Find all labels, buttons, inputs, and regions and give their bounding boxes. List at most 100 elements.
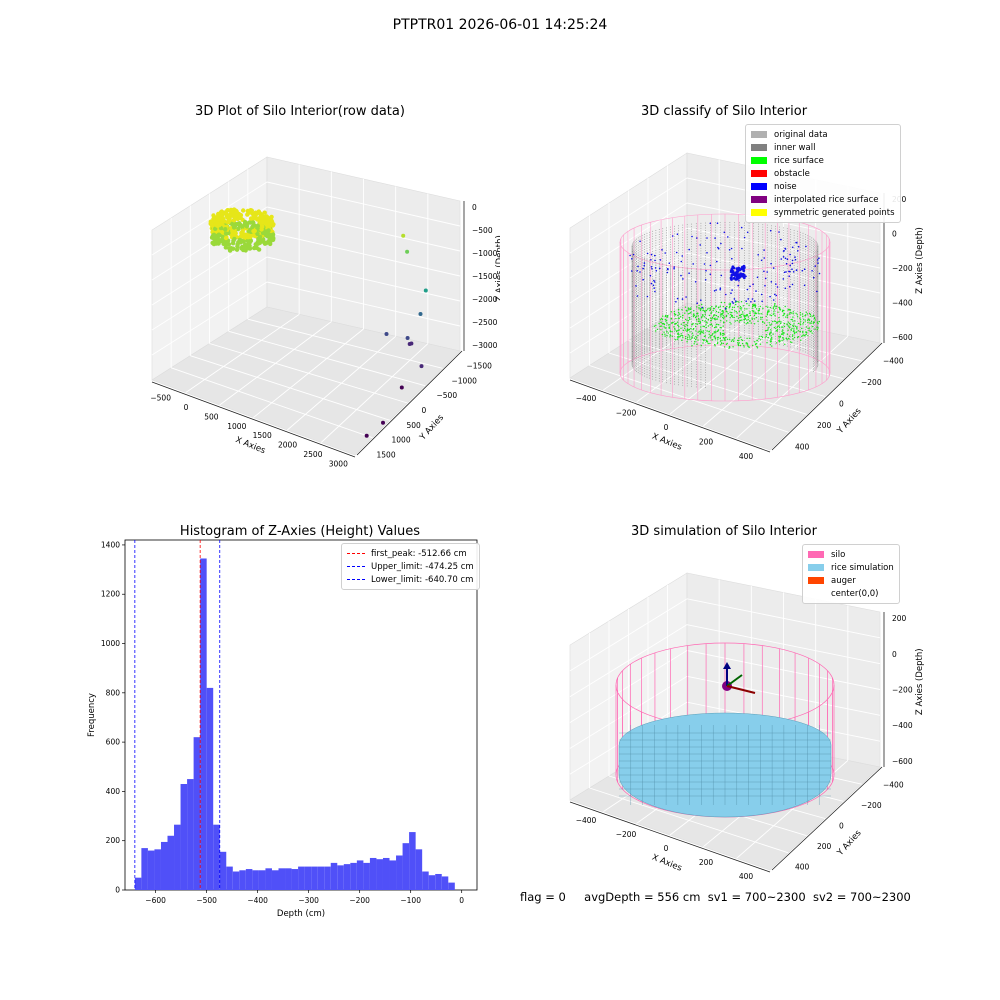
rice-point [702, 330, 705, 332]
noise-point [667, 267, 669, 270]
x-tick-label: 2500 [303, 450, 322, 459]
rice-point [715, 332, 717, 334]
noise-point [742, 269, 746, 273]
x-tick-label: −400 [576, 394, 597, 403]
rice-point [655, 330, 657, 332]
noise-point [729, 276, 733, 280]
rice-point [791, 335, 794, 337]
rice-point [723, 301, 726, 304]
rice-point [742, 305, 744, 307]
rice-point [739, 306, 742, 308]
rice-point [754, 305, 756, 307]
y-tick-label: 500 [407, 421, 422, 430]
raw-point [254, 245, 259, 251]
raw-point [214, 223, 220, 228]
y-tick-label: 200 [817, 421, 832, 430]
noise-point [706, 252, 708, 254]
rice-point [720, 320, 722, 322]
rice-point [738, 301, 740, 303]
rice-point [716, 330, 719, 333]
rice-point [689, 318, 691, 321]
z-axis-label: Z Axies (Depth) [915, 648, 925, 715]
rice-point [728, 347, 730, 349]
rice-point [781, 310, 784, 313]
noise-point [791, 268, 793, 270]
rice-point [724, 337, 726, 339]
rice-point [715, 326, 718, 328]
noise-point [649, 274, 652, 277]
noise-point [639, 240, 641, 243]
x-tick-label: 400 [739, 872, 754, 880]
rice-point [807, 327, 809, 330]
rice-point [675, 322, 677, 325]
noise-point [737, 284, 739, 287]
raw-point [220, 212, 225, 217]
rice-point [799, 317, 801, 319]
rice-point [730, 315, 733, 317]
rice-point [722, 337, 724, 339]
rice-point [789, 308, 791, 311]
rice-point [765, 335, 767, 338]
rice-point [769, 344, 771, 346]
rice-point [790, 329, 792, 331]
rice-point [786, 324, 788, 326]
histogram-bar [337, 865, 344, 890]
rice-point [720, 342, 723, 344]
rice-point [778, 317, 780, 319]
legend-label: center(0,0) [831, 588, 879, 599]
rice-point [758, 337, 760, 340]
z-tick-label: −200 [892, 686, 913, 695]
rice-point [679, 316, 682, 318]
rice-point [806, 319, 809, 321]
rice-point [788, 322, 791, 325]
rice-point [671, 331, 673, 333]
rice-point [693, 310, 695, 312]
rice-point [786, 333, 789, 335]
noise-point [749, 285, 751, 288]
rice-point [698, 304, 700, 307]
rice-point [746, 303, 748, 305]
y-tick-label: 1200 [101, 590, 120, 599]
histogram-bar [213, 824, 220, 890]
noise-point [688, 272, 690, 274]
rice-point [780, 321, 782, 323]
rice-point [767, 306, 769, 308]
rice-point [728, 338, 731, 340]
rice-point [749, 320, 751, 322]
scatter-point [364, 433, 369, 438]
rice-point [797, 336, 800, 338]
rice-point [740, 339, 743, 341]
rice-point [710, 317, 712, 319]
rice-point [770, 314, 773, 317]
rice-point [746, 315, 748, 317]
histogram-bar [428, 875, 436, 890]
noise-point [653, 281, 656, 283]
rice-point [720, 344, 722, 346]
noise-point [725, 293, 727, 296]
rice-point [740, 309, 742, 311]
noise-point [652, 284, 655, 287]
noise-point [753, 300, 756, 302]
rice-point [669, 330, 671, 332]
rice-point [775, 330, 778, 332]
rice-point [659, 319, 662, 321]
rice-point [687, 307, 690, 309]
raw-point [211, 232, 217, 237]
rice-point [781, 339, 783, 342]
scatter-point [423, 288, 428, 293]
rice-point [726, 311, 728, 313]
histogram-bar [154, 849, 161, 890]
rice-point [799, 330, 801, 333]
rice-point [754, 306, 756, 308]
noise-point [742, 276, 746, 280]
rice-point [774, 305, 776, 308]
noise-point [745, 275, 747, 278]
rice-point [776, 305, 778, 307]
legend-entry: original data [751, 128, 895, 141]
noise-point [655, 270, 658, 272]
noise-point [805, 245, 807, 248]
y-tick-label: −400 [883, 357, 904, 366]
legend-swatch [347, 579, 365, 580]
rice-point [735, 303, 737, 306]
rice-point [750, 322, 752, 324]
